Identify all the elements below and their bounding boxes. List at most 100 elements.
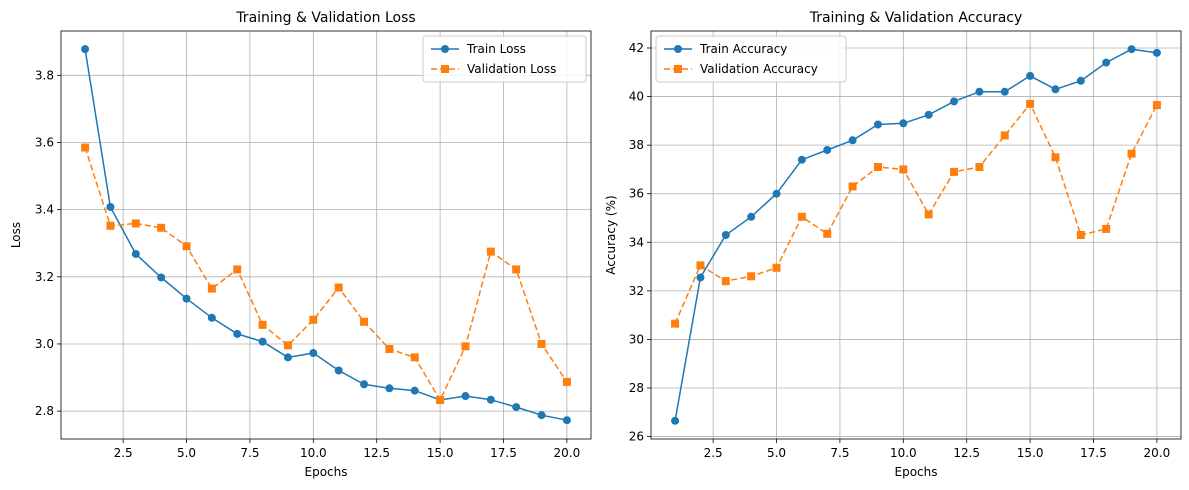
- series-point-1: [537, 339, 546, 348]
- x-axis-label: Epochs: [895, 465, 938, 479]
- series-point-0: [207, 313, 216, 322]
- series-point-0: [537, 411, 546, 420]
- series-point-0: [360, 380, 369, 389]
- y-tick-label: 3.2: [35, 270, 54, 284]
- series-point-0: [1051, 85, 1060, 94]
- series-point-0: [334, 366, 343, 375]
- series-point-0: [975, 87, 984, 96]
- series-point-1: [873, 163, 882, 171]
- series-point-1: [772, 263, 781, 272]
- series-point-1: [797, 212, 806, 221]
- y-tick-label: 3.0: [35, 337, 54, 351]
- series-point-0: [283, 353, 292, 362]
- series-point-1: [696, 261, 705, 270]
- series-point-1: [486, 247, 495, 256]
- series-point-0: [772, 189, 781, 198]
- y-axis-label: Loss: [9, 222, 23, 248]
- series-point-1: [283, 341, 292, 350]
- legend: Train Accuracy Validation Accuracy: [655, 35, 847, 83]
- series-point-1: [410, 353, 419, 362]
- x-axis-label: Epochs: [305, 465, 348, 479]
- series-point-1: [157, 223, 166, 232]
- series-line-1: [674, 102, 1158, 324]
- y-tick-label: 40: [629, 90, 644, 104]
- series-point-1: [385, 345, 394, 354]
- series-line-1: [84, 147, 568, 402]
- chart-panel-0: Training & Validation Loss 2.5 5.0 7.5 10.0 1…: [9, 10, 592, 479]
- series-point-0: [873, 120, 882, 129]
- y-tick-label: 2.8: [35, 404, 54, 418]
- y-tick-label: 28: [629, 381, 644, 395]
- series-point-1: [950, 167, 959, 176]
- series-point-0: [1076, 76, 1085, 85]
- series-point-1: [1000, 131, 1009, 140]
- series-point-1: [1127, 149, 1136, 158]
- legend-label-0: Train Loss: [466, 42, 526, 56]
- series-point-0: [1152, 48, 1161, 57]
- series-point-0: [1102, 58, 1111, 67]
- legend-label-1: Validation Accuracy: [700, 62, 818, 76]
- y-tick-label: 3.8: [35, 68, 54, 82]
- series-point-0: [131, 249, 140, 258]
- series-point-0: [233, 329, 242, 338]
- series-point-1: [512, 265, 521, 274]
- y-tick-label: 34: [629, 235, 644, 249]
- y-tick-label: 26: [629, 430, 644, 444]
- series-point-1: [823, 229, 832, 238]
- y-tick-label: 3.4: [35, 203, 54, 217]
- y-tick-label: 36: [629, 187, 644, 201]
- series-point-0: [1000, 87, 1009, 96]
- series-point-0: [924, 110, 933, 119]
- series-point-0: [747, 212, 756, 221]
- y-tick-label: 32: [629, 284, 644, 298]
- y-tick-label: 38: [629, 138, 644, 152]
- series-point-1: [924, 210, 933, 219]
- legend-box: [422, 35, 587, 83]
- series-point-1: [182, 242, 191, 251]
- x-tick-label: 17.5: [1080, 446, 1107, 460]
- series-point-1: [899, 165, 908, 174]
- x-tick-label: 5.0: [767, 446, 786, 460]
- series-point-1: [258, 320, 267, 329]
- series-point-1: [461, 342, 470, 351]
- series-point-1: [562, 377, 571, 386]
- legend-marker-1: [674, 65, 682, 73]
- x-tick-label: 12.5: [953, 446, 980, 460]
- series-point-0: [899, 119, 908, 128]
- series-point-1: [360, 317, 369, 326]
- series-point-0: [562, 416, 571, 425]
- legend-marker-0: [674, 45, 682, 53]
- chart-title: Training & Validation Loss: [235, 10, 415, 26]
- x-tick-label: 2.5: [704, 446, 723, 460]
- series-point-1: [207, 284, 216, 293]
- series-point-0: [410, 386, 419, 395]
- legend-marker-0: [441, 45, 449, 53]
- series-line-0: [674, 48, 1158, 421]
- legend-box: [655, 35, 847, 83]
- legend-label-0: Train Accuracy: [699, 42, 787, 56]
- x-tick-label: 20.0: [554, 446, 581, 460]
- plot-frame: [60, 30, 592, 440]
- series-point-0: [258, 337, 267, 346]
- series-point-1: [1102, 224, 1111, 233]
- x-tick-label: 10.0: [300, 446, 327, 460]
- chart-title: Training & Validation Accuracy: [809, 10, 1023, 26]
- series-point-0: [950, 97, 959, 106]
- x-tick-label: 17.5: [490, 446, 517, 460]
- series-point-1: [436, 396, 445, 405]
- chart-panel-1: Training & Validation Accuracy 2.5 5.0 7.5 1…: [604, 10, 1182, 479]
- legend-marker-1: [441, 65, 449, 73]
- series-point-0: [721, 231, 730, 239]
- series-point-1: [848, 182, 857, 191]
- x-tick-label: 7.5: [830, 446, 849, 460]
- series-point-0: [157, 273, 166, 282]
- x-tick-label: 10.0: [890, 446, 917, 460]
- x-tick-label: 2.5: [114, 446, 133, 460]
- series-point-0: [486, 395, 495, 404]
- series-point-0: [1127, 45, 1136, 54]
- series-point-0: [81, 45, 90, 54]
- y-tick-label: 3.6: [35, 135, 54, 149]
- series-point-0: [797, 155, 806, 164]
- series-point-0: [385, 384, 394, 393]
- series-point-1: [1026, 99, 1035, 108]
